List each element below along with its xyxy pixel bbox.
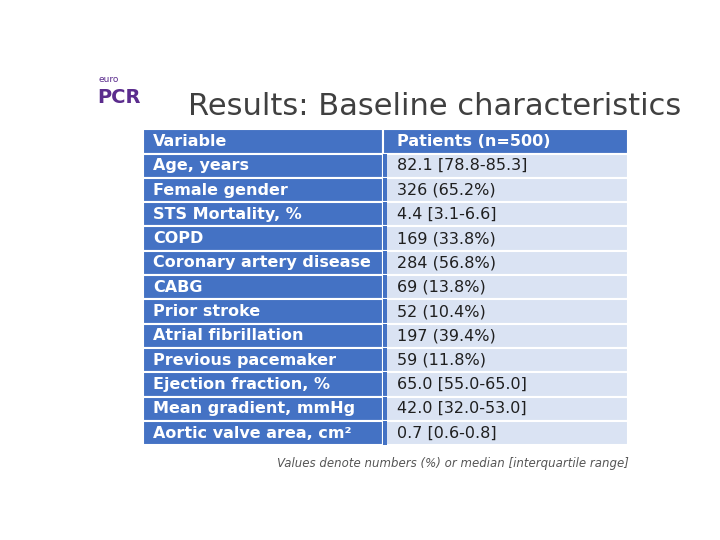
Text: Aortic valve area, cm²: Aortic valve area, cm² [153,426,351,441]
Text: Coronary artery disease: Coronary artery disease [153,255,371,271]
Bar [383,153,629,178]
Bar [383,421,629,445]
Bar [143,202,383,226]
Bar [143,323,383,348]
Bar [143,421,383,445]
Bar [143,299,383,323]
Bar [383,226,387,251]
Bar [383,178,629,202]
Bar [383,202,387,226]
Text: Patients (n=500): Patients (n=500) [397,134,550,149]
Text: STS Mortality, %: STS Mortality, % [153,207,302,222]
Bar [383,226,629,251]
Text: Atrial fibrillation: Atrial fibrillation [153,328,304,343]
Bar [383,323,387,348]
Text: Prior stroke: Prior stroke [153,304,261,319]
Bar [383,275,629,299]
Text: Variable: Variable [153,134,228,149]
Text: Age, years: Age, years [153,158,249,173]
Bar [383,299,629,323]
Bar [143,153,383,178]
Bar [143,226,383,251]
Text: 0.7 [0.6-0.8]: 0.7 [0.6-0.8] [397,426,497,441]
Text: Female gender: Female gender [153,183,288,198]
Bar [383,178,387,202]
Bar [383,373,387,397]
Text: 284 (56.8%): 284 (56.8%) [397,255,496,271]
Text: COPD: COPD [153,231,204,246]
Bar [383,373,629,397]
Bar [143,251,383,275]
Text: 52 (10.4%): 52 (10.4%) [397,304,486,319]
Text: 326 (65.2%): 326 (65.2%) [397,183,495,198]
Bar [383,348,387,373]
Text: Previous pacemaker: Previous pacemaker [153,353,336,368]
Bar [143,129,383,153]
Text: 82.1 [78.8-85.3]: 82.1 [78.8-85.3] [397,158,527,173]
Bar [383,348,629,373]
Bar [383,275,387,299]
Bar [383,397,387,421]
Text: PCR: PCR [97,87,140,107]
Bar [143,178,383,202]
Text: 197 (39.4%): 197 (39.4%) [397,328,495,343]
Bar [143,275,383,299]
Bar [383,202,629,226]
Text: Results: Baseline characteristics: Results: Baseline characteristics [188,92,681,121]
Text: 4.4 [3.1-6.6]: 4.4 [3.1-6.6] [397,207,496,222]
Bar [383,251,629,275]
Text: 69 (13.8%): 69 (13.8%) [397,280,486,295]
Text: 42.0 [32.0-53.0]: 42.0 [32.0-53.0] [397,401,526,416]
Bar [143,397,383,421]
Bar [143,373,383,397]
Text: 169 (33.8%): 169 (33.8%) [397,231,495,246]
Bar [383,251,387,275]
Text: euro: euro [99,75,119,84]
Text: 59 (11.8%): 59 (11.8%) [397,353,486,368]
Text: 65.0 [55.0-65.0]: 65.0 [55.0-65.0] [397,377,527,392]
Bar [383,129,629,153]
Bar [383,299,387,323]
Text: Ejection fraction, %: Ejection fraction, % [153,377,330,392]
Bar [383,421,387,445]
Text: CABG: CABG [153,280,202,295]
Bar [143,348,383,373]
Text: Mean gradient, mmHg: Mean gradient, mmHg [153,401,355,416]
Text: Values denote numbers (%) or median [interquartile range]: Values denote numbers (%) or median [int… [276,457,629,470]
Bar [383,153,387,178]
Bar [383,397,629,421]
Bar [383,323,629,348]
